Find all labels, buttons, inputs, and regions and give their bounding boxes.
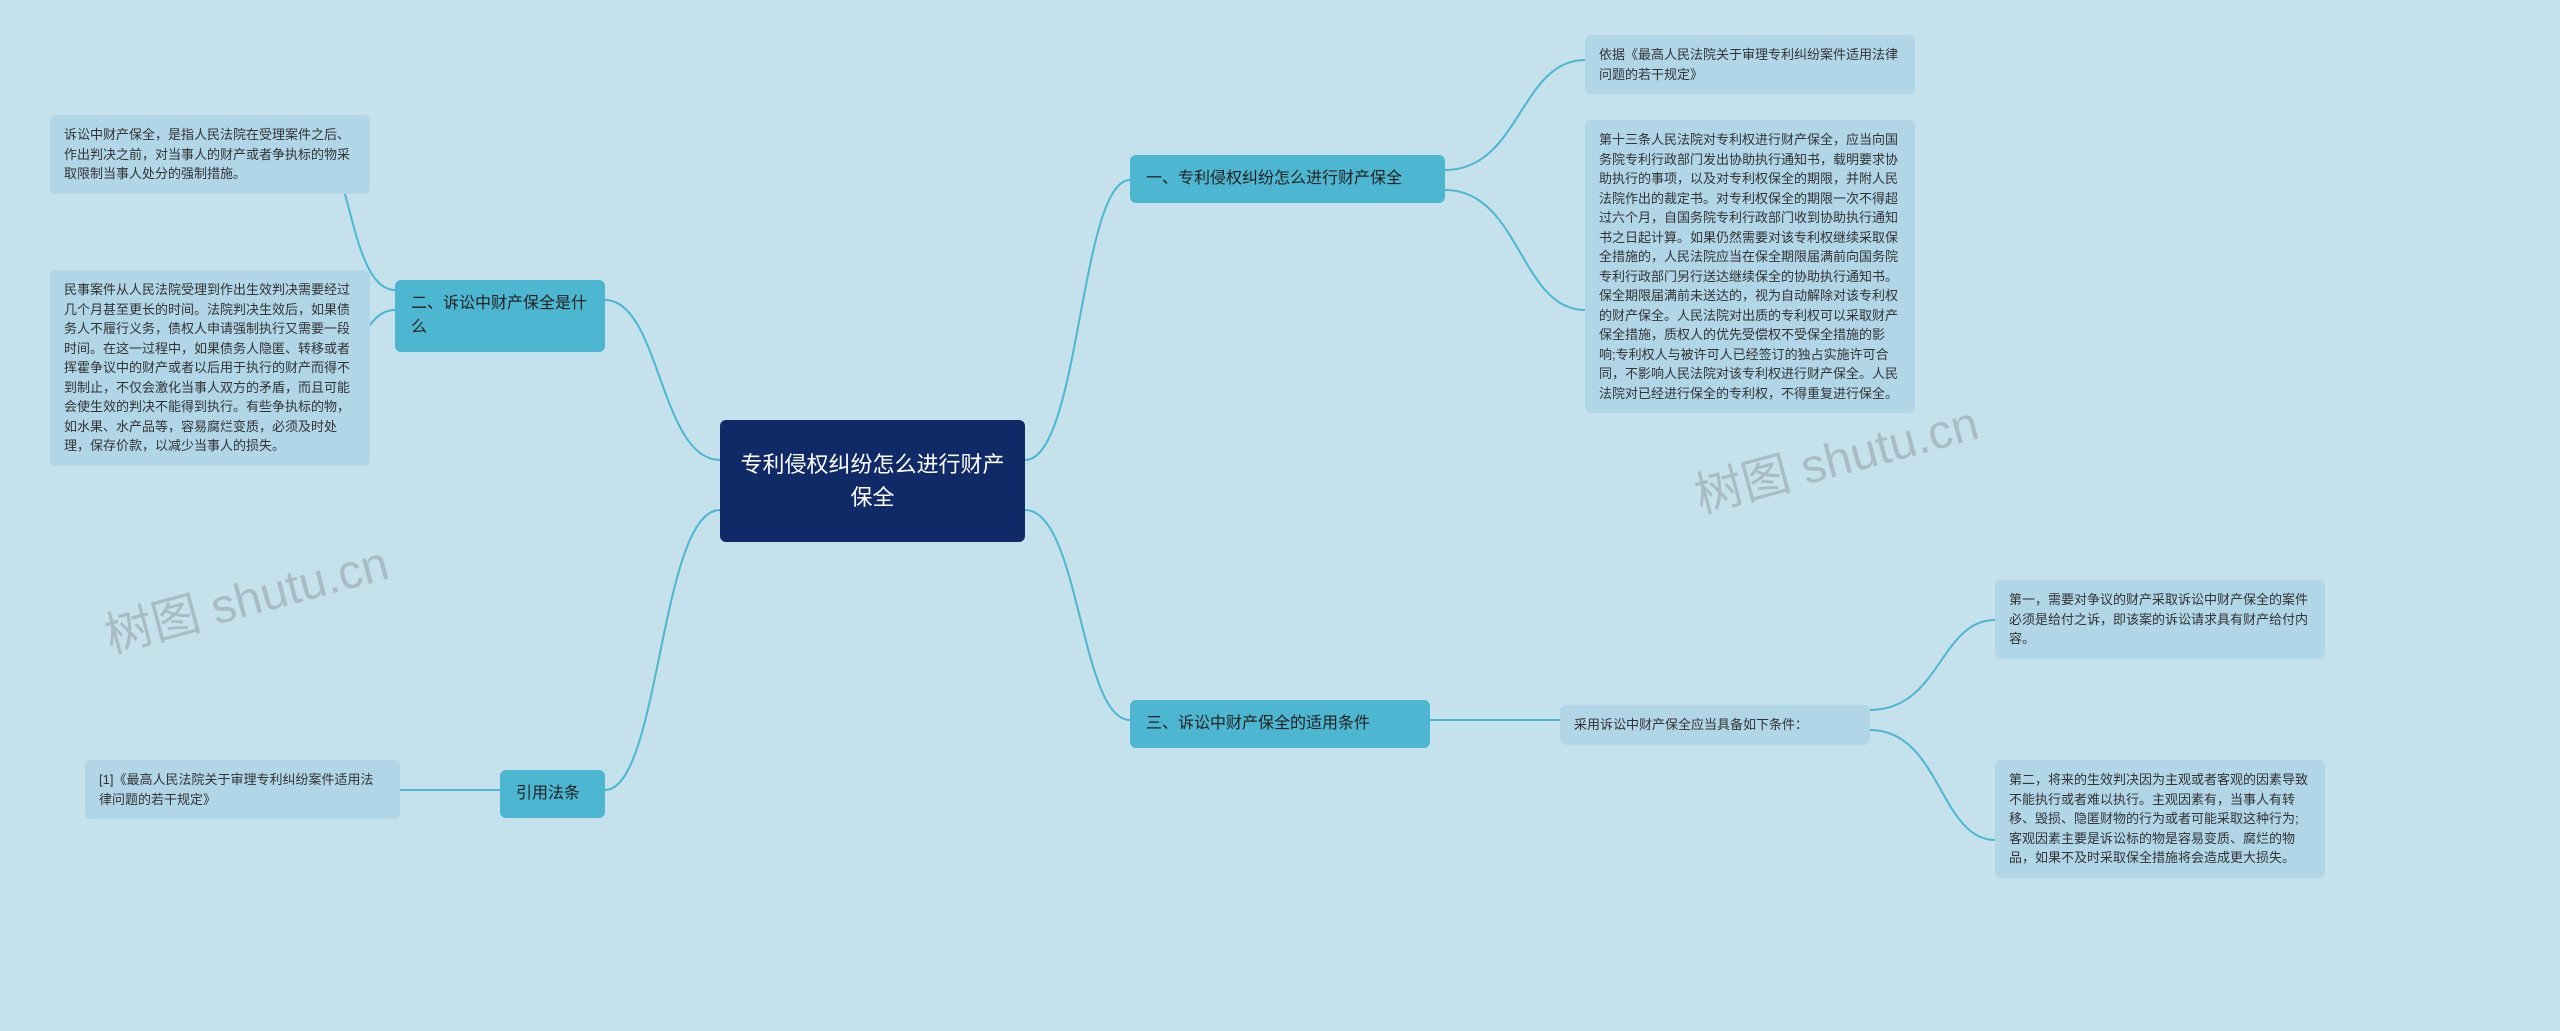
mid-node: 采用诉讼中财产保全应当具备如下条件：: [1560, 705, 1870, 745]
watermark: 树图 shutu.cn: [96, 524, 395, 667]
leaf-node: [1]《最高人民法院关于审理专利纠纷案件适用法律问题的若干规定》: [85, 760, 400, 819]
leaf-node: 第十三条人民法院对专利权进行财产保全，应当向国务院专利行政部门发出协助执行通知书…: [1585, 120, 1915, 413]
branch-node-1: 一、专利侵权纠纷怎么进行财产保全: [1130, 155, 1445, 203]
branch-node-3: 三、诉讼中财产保全的适用条件: [1130, 700, 1430, 748]
branch-node-4: 引用法条: [500, 770, 605, 818]
leaf-node: 第一，需要对争议的财产采取诉讼中财产保全的案件必须是给付之诉，即该案的诉讼请求具…: [1995, 580, 2325, 659]
branch-node-2: 二、诉讼中财产保全是什么: [395, 280, 605, 352]
root-node: 专利侵权纠纷怎么进行财产保全: [720, 420, 1025, 542]
leaf-node: 依据《最高人民法院关于审理专利纠纷案件适用法律问题的若干规定》: [1585, 35, 1915, 94]
leaf-node: 第二，将来的生效判决因为主观或者客观的因素导致不能执行或者难以执行。主观因素有，…: [1995, 760, 2325, 878]
leaf-node: 民事案件从人民法院受理到作出生效判决需要经过几个月甚至更长的时间。法院判决生效后…: [50, 270, 370, 466]
leaf-node: 诉讼中财产保全，是指人民法院在受理案件之后、作出判决之前，对当事人的财产或者争执…: [50, 115, 370, 194]
